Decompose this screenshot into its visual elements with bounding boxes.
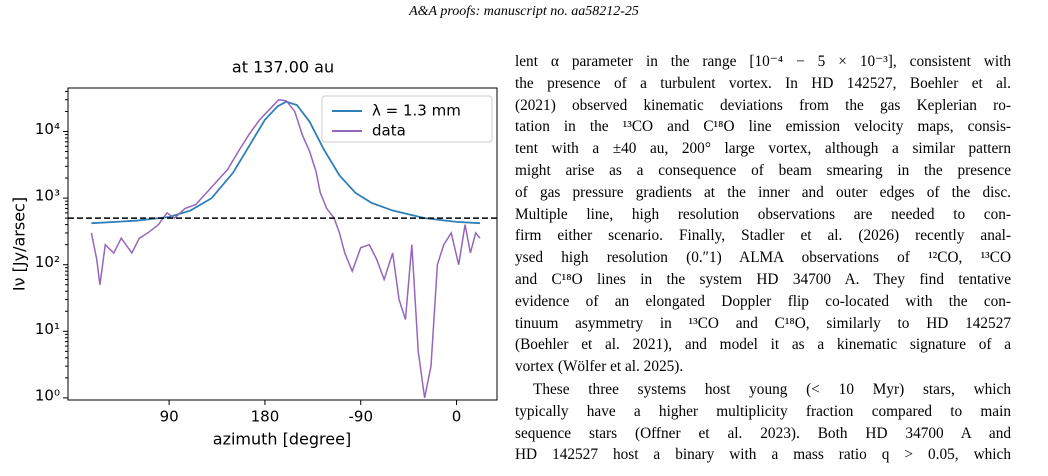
text-line: firm either scenario. Finally, Stadler e…	[515, 227, 1011, 245]
legend-label: λ = 1.3 mm	[372, 102, 461, 120]
x-tick-label: 0	[452, 408, 462, 426]
text-line: evidence of an elongated Doppler flip co…	[515, 292, 1011, 310]
text-line: lent α parameter in the range [10⁻⁴ − 5 …	[515, 53, 1011, 70]
y-tick-label: 10⁰	[35, 386, 60, 404]
x-tick-label: 90	[160, 408, 179, 426]
text-line: tation in the ¹³CO and C¹⁸O line emissio…	[515, 118, 1011, 136]
text-line: the presence of a turbulent vortex. In H…	[515, 74, 1011, 92]
text-line: sequence stars (Offner et al. 2023). Bot…	[515, 424, 1011, 442]
text-line: and C¹⁸O lines in the system HD 34700 A.…	[515, 270, 1011, 288]
paragraph: These three systems host young (< 10 Myr…	[515, 379, 1011, 466]
line-series	[90, 98, 481, 399]
text-line: tent with a ±40 au, 200° large vortex, a…	[515, 140, 1011, 158]
plot-area	[68, 98, 497, 399]
chart-title: at 137.00 au	[232, 58, 334, 77]
paragraph: lent α parameter in the range [10⁻⁴ − 5 …	[515, 51, 1011, 378]
text-line: (2021) observed kinematic deviations fro…	[515, 96, 1011, 114]
x-tick-label: -90	[348, 408, 373, 426]
y-tick-label: 10³	[35, 187, 60, 205]
x-tick-label: 180	[251, 408, 280, 426]
axes-frame	[67, 87, 498, 401]
text-line: These three systems host young (< 10 Myr…	[533, 380, 1011, 398]
legend-box	[321, 95, 493, 143]
y-tick-label: 10²	[35, 253, 60, 271]
text-line: tinuum asymmetry in ¹³CO and C¹⁸O, simil…	[515, 314, 1011, 332]
text-line: vortex (Wölfer et al. 2025).	[515, 358, 684, 376]
y-axis-label: Iν [Jy/arsec]	[10, 197, 29, 291]
text-line: of gas pressure gradients at the inner a…	[515, 183, 1011, 201]
text-line: typically have a higher multiplicity fra…	[515, 402, 1011, 420]
text-line: Multiple line, high resolution observati…	[515, 205, 1011, 223]
text-column: lent α parameter in the range [10⁻⁴ − 5 …	[515, 51, 1011, 467]
text-line: ysed high resolution (0.″1) ALMA observa…	[515, 249, 1011, 267]
x-axis-label: azimuth [degree]	[213, 430, 351, 449]
running-header: A&A proofs: manuscript no. aa58212-25	[409, 4, 639, 19]
y-tick-label: 10¹	[35, 320, 60, 338]
legend-label: data	[372, 122, 406, 140]
y-tick-label: 10⁴	[35, 120, 60, 138]
text-line: HD 142527 host a binary with a mass rati…	[515, 446, 1011, 464]
chart: at 137.00 au azimuth [degree] Iν [Jy/ars…	[10, 58, 498, 449]
text-line: (Boehler et al. 2021), and model it as a…	[515, 336, 1011, 354]
text-line: might arise as a consequence of beam sme…	[515, 161, 1011, 179]
